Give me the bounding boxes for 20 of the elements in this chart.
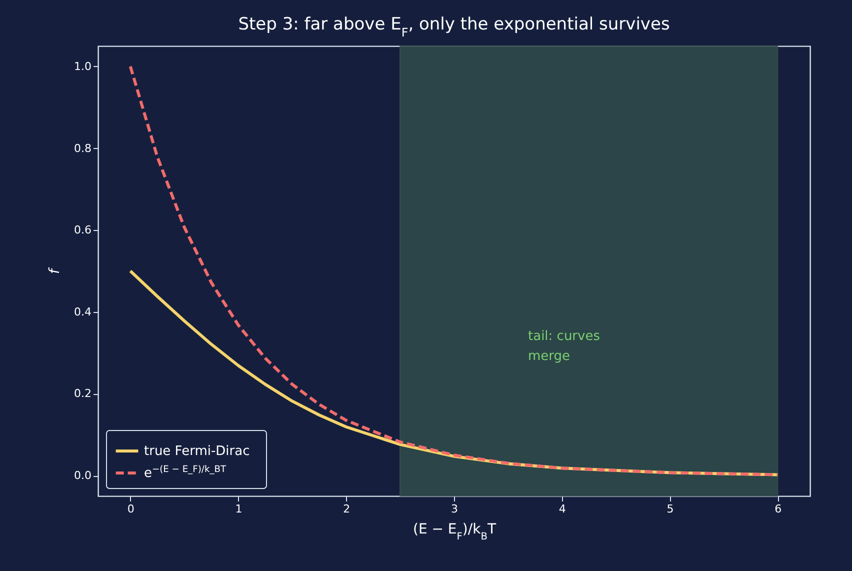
y-tick-label: 0.2 [74, 387, 92, 400]
y-axis-title: f [47, 266, 64, 274]
y-tick-label: 0.6 [74, 224, 92, 237]
x-tick-label: 2 [343, 502, 350, 516]
x-tick-label: 4 [558, 502, 566, 516]
y-tick-label: 0.0 [74, 469, 92, 482]
x-tick-label: 3 [451, 502, 458, 516]
y-tick-label: 0.4 [74, 305, 92, 318]
legend-label: e$^{−(E − E_F)/k_BT}$ [144, 465, 226, 481]
y-tick-label: 0.8 [74, 142, 92, 155]
chart-title: Step 3: far above E$_{F}$, only the exponential survives [238, 14, 670, 40]
legend-label: true Fermi-Dirac [144, 444, 250, 459]
y-tick-label: 1.0 [74, 60, 92, 73]
x-tick-label: 5 [666, 502, 674, 516]
x-tick-label: 6 [774, 502, 782, 516]
line-series [128, 64, 780, 476]
x-tick-label: 1 [235, 502, 242, 516]
x-axis-title: (E − E$_{F}$)/k$_{B}$T [412, 522, 496, 542]
x-tick-label: 0 [127, 502, 134, 516]
annotation: tail: curves merge [528, 329, 600, 364]
